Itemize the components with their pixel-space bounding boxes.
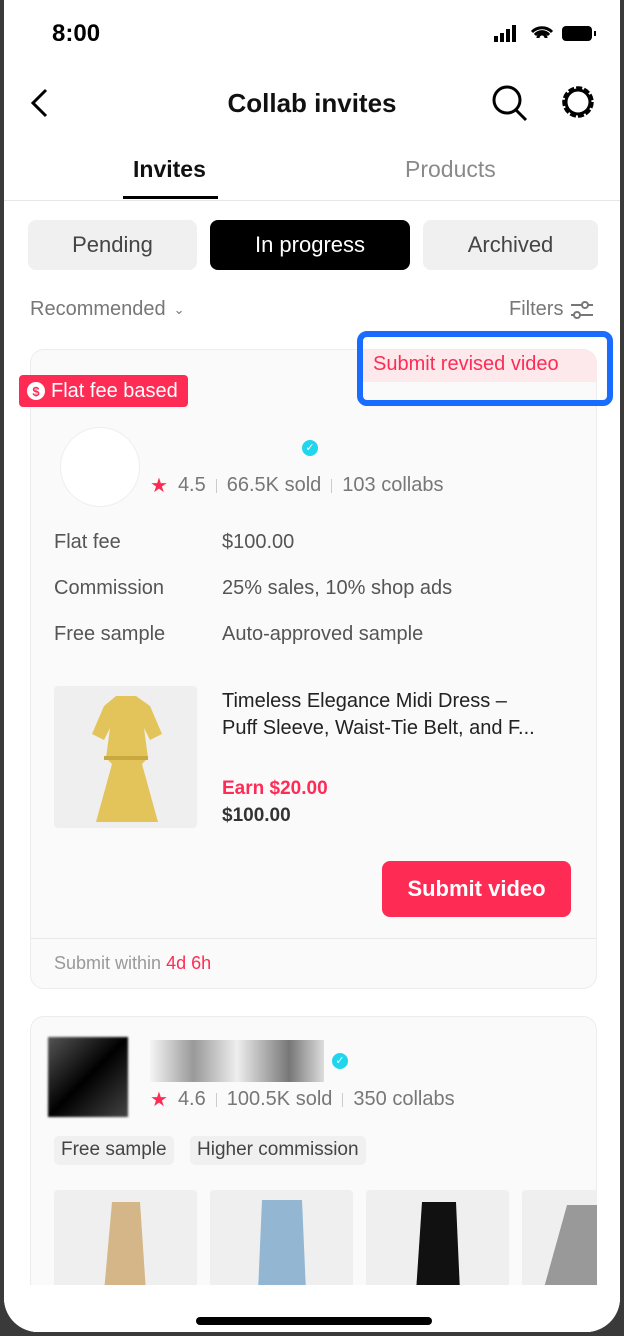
beige-pants-image	[104, 1202, 146, 1285]
search-icon[interactable]	[490, 84, 530, 122]
sort-label: Recommended	[30, 298, 166, 320]
gray-skirt-image	[544, 1205, 597, 1285]
row-value: 25% sales, 10% shop ads	[222, 577, 453, 599]
star-icon: ★	[150, 475, 168, 497]
home-indicator[interactable]	[196, 1317, 432, 1325]
status-time: 8:00	[52, 20, 101, 47]
back-icon[interactable]	[28, 88, 50, 118]
earn-amount: Earn $20.00	[222, 778, 328, 799]
tab-products[interactable]: Products	[405, 156, 496, 182]
product-price: $100.00	[222, 805, 291, 826]
sort-dropdown[interactable]: Recommended ⌄	[30, 298, 185, 321]
row-label: Free sample	[54, 623, 166, 645]
creator-name-blurred	[150, 1040, 324, 1082]
status-badge: Submit revised video	[362, 350, 597, 382]
type-badge-label: Flat fee based	[51, 379, 178, 402]
tag: Higher commission	[190, 1136, 366, 1165]
tab-underline	[123, 196, 218, 199]
signal-wifi-battery-icon	[494, 25, 596, 42]
product-image[interactable]	[54, 1190, 197, 1285]
tag: Free sample	[54, 1136, 174, 1165]
product-image[interactable]	[366, 1190, 509, 1285]
star-icon: ★	[150, 1089, 168, 1111]
status-icons	[492, 24, 604, 49]
chip-pending[interactable]: Pending	[28, 220, 197, 270]
sold-count: 66.5K sold	[226, 474, 322, 496]
rating: 4.5	[177, 474, 206, 496]
filter-sliders-icon	[571, 300, 594, 319]
deadline-label: Submit within	[54, 953, 162, 973]
dress-image	[92, 696, 162, 822]
creator-stats: ★ 4.6 100.5K sold 350 collabs	[150, 1087, 455, 1112]
row-value: Auto-approved sample	[222, 623, 424, 645]
submit-video-button[interactable]: Submit video	[382, 861, 571, 917]
dollar-icon: $	[27, 382, 45, 400]
product-title-line: Puff Sleeve, Waist-Tie Belt, and F...	[222, 717, 535, 739]
product-image[interactable]	[54, 686, 197, 828]
rating: 4.6	[177, 1088, 206, 1110]
product-title[interactable]: Timeless Elegance Midi Dress – Puff Slee…	[222, 688, 535, 742]
chip-archived[interactable]: Archived	[423, 220, 598, 270]
divider	[31, 938, 596, 939]
product-image[interactable]	[210, 1190, 353, 1285]
product-image[interactable]	[522, 1190, 597, 1285]
row-value: $100.00	[222, 531, 295, 553]
screen: 8:00 Collab invites Invites Products Pen…	[4, 0, 620, 1332]
row-label: Commission	[54, 577, 165, 599]
collabs-count: 103 collabs	[342, 474, 444, 496]
tab-invites[interactable]: Invites	[133, 156, 206, 182]
chip-in-progress[interactable]: In progress	[210, 220, 410, 270]
verified-icon: ✓	[332, 1053, 348, 1069]
deadline-time: 4d 6h	[166, 953, 212, 973]
page-title: Collab invites	[227, 88, 397, 118]
avatar[interactable]	[60, 427, 140, 507]
type-badge: $ Flat fee based	[19, 375, 188, 407]
black-pants-image	[416, 1202, 460, 1285]
filters-button[interactable]: Filters	[509, 298, 595, 321]
row-label: Flat fee	[54, 531, 121, 553]
collabs-count: 350 collabs	[353, 1088, 455, 1110]
avatar[interactable]	[48, 1037, 128, 1117]
divider	[4, 200, 620, 201]
verified-icon: ✓	[302, 440, 318, 456]
filters-label: Filters	[509, 298, 564, 320]
gear-icon[interactable]	[558, 82, 598, 122]
blue-pants-image	[258, 1200, 306, 1285]
product-title-line: Timeless Elegance Midi Dress –	[222, 690, 507, 712]
highlight-box	[357, 331, 613, 406]
product-carousel[interactable]	[30, 1190, 597, 1285]
submit-deadline: Submit within 4d 6h	[54, 953, 211, 974]
chevron-down-icon: ⌄	[173, 301, 185, 317]
creator-stats: ★ 4.5 66.5K sold 103 collabs	[150, 473, 443, 498]
sold-count: 100.5K sold	[226, 1088, 333, 1110]
